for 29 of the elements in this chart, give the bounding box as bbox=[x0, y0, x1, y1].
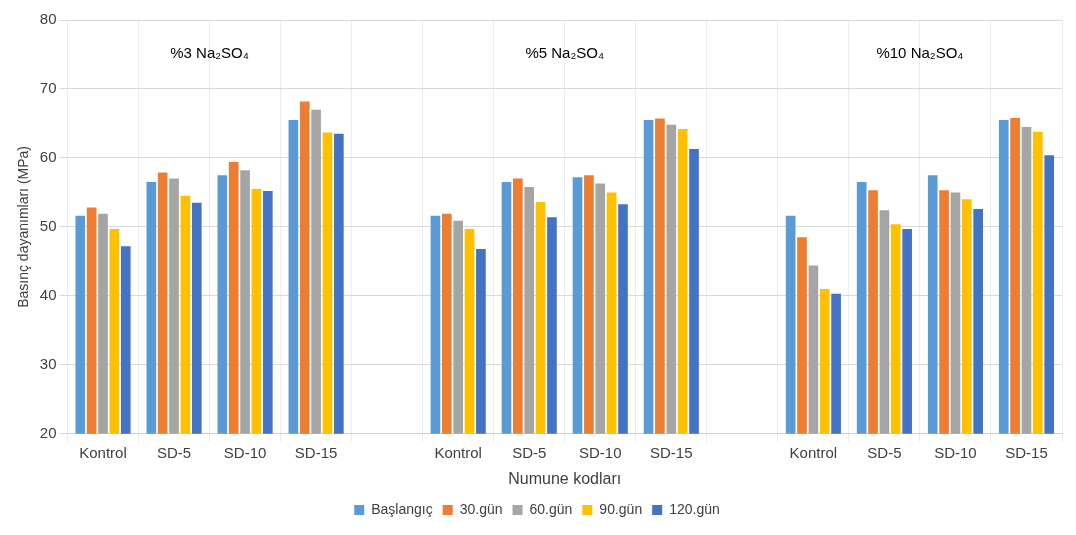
y-tick-label: 40 bbox=[39, 286, 57, 304]
legend-label: 120.gün bbox=[669, 500, 720, 517]
x-axis-title: Numune kodları bbox=[508, 469, 622, 487]
x-tick-label: Kontrol bbox=[79, 443, 127, 461]
x-tick-label: SD-15 bbox=[1005, 443, 1048, 461]
x-tick-label: SD-15 bbox=[650, 443, 693, 461]
y-tick-label: 50 bbox=[39, 217, 57, 235]
legend-label: 30.gün bbox=[459, 500, 503, 517]
x-tick-label: SD-10 bbox=[934, 443, 977, 461]
annotation: %10 Na₂SO₄ bbox=[876, 44, 964, 62]
x-tick-label: SD-5 bbox=[156, 443, 192, 461]
y-tick-label: 60 bbox=[39, 148, 57, 166]
legend-label: Başlangıç bbox=[371, 500, 433, 517]
legend-label: 90.gün bbox=[599, 500, 643, 517]
x-tick-label: SD-10 bbox=[223, 443, 267, 461]
annotation: %5 Na₂SO₄ bbox=[525, 44, 605, 62]
annotation: %3 Na₂SO₄ bbox=[170, 44, 249, 62]
x-tick-label: SD-10 bbox=[579, 443, 622, 461]
y-tick-label: 80 bbox=[39, 10, 57, 28]
x-tick-label: Kontrol bbox=[434, 443, 482, 461]
y-axis-title: Basınç dayanımları (MPa) bbox=[15, 145, 32, 308]
x-tick-label: Kontrol bbox=[789, 443, 838, 461]
legend-label: 60.gün bbox=[529, 500, 573, 517]
y-tick-label: 20 bbox=[39, 423, 57, 441]
y-tick-label: 70 bbox=[39, 79, 57, 97]
x-tick-label: SD-5 bbox=[512, 443, 547, 461]
y-tick-label: 30 bbox=[39, 354, 57, 372]
x-tick-label: SD-15 bbox=[294, 443, 338, 461]
x-tick-label: SD-5 bbox=[867, 443, 902, 461]
